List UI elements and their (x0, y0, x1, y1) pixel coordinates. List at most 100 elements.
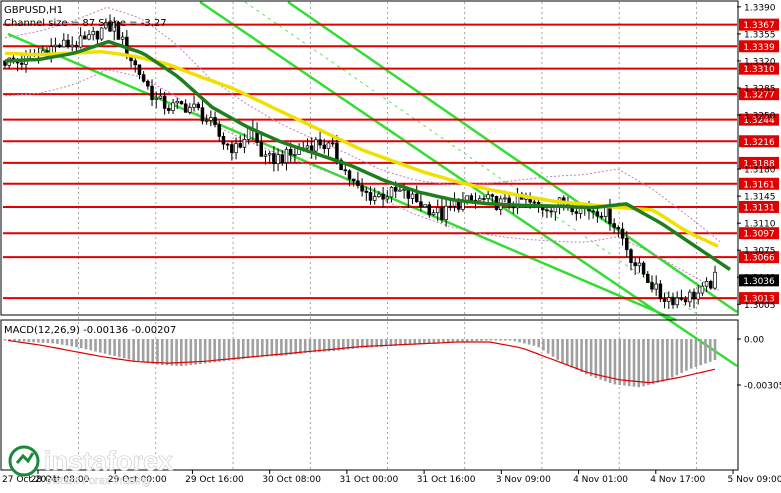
macd-histogram-bar (170, 339, 174, 366)
macd-histogram-bar (37, 339, 40, 343)
macd-histogram-bar (342, 339, 345, 351)
macd-histogram-bar (475, 339, 479, 342)
level-label: 1.3339 (743, 43, 775, 53)
macd-histogram-bar (594, 339, 598, 378)
macd-histogram-bar (165, 339, 169, 366)
macd-histogram-bar (661, 339, 664, 382)
candle-body (196, 103, 201, 109)
macd-histogram-bar (432, 339, 436, 344)
level-label: 1.3277 (743, 91, 775, 101)
macd-histogram-bar (704, 339, 707, 364)
level-label-bg (739, 113, 779, 126)
macd-histogram-bar (508, 339, 512, 341)
macd-histogram-bar (332, 339, 336, 352)
level-label: 1.3188 (743, 159, 775, 169)
macd-histogram-bar (8, 339, 12, 341)
candle-body (293, 154, 297, 156)
macd-histogram-bar (75, 339, 78, 348)
macd-histogram-bar (561, 339, 564, 363)
macd-histogram-bar (666, 339, 669, 380)
channel-lower-line (7, 32, 677, 322)
macd-histogram-bar (403, 339, 407, 346)
macd-histogram-bar (384, 339, 388, 347)
candle-body (20, 62, 24, 65)
macd-histogram-bar (32, 339, 35, 343)
macd-histogram-bar (203, 339, 207, 364)
candle-body (343, 169, 348, 172)
candle-body (650, 282, 654, 290)
candle-body (385, 196, 390, 200)
candle-body (74, 44, 79, 48)
time-tick-label: 4 Nov 17:00 (650, 475, 705, 485)
macd-histogram-bar (651, 339, 655, 384)
current-price-bg (739, 274, 779, 287)
candle-body (150, 85, 154, 100)
candle-body (696, 292, 700, 300)
level-label-bg (739, 135, 779, 148)
macd-histogram-bar (346, 339, 350, 350)
symbol-label: GBPUSD,H1 (4, 5, 63, 16)
macd-histogram-bar (580, 339, 583, 373)
macd-histogram-bar (465, 339, 469, 342)
candle-body (646, 273, 650, 283)
level-label-bg (739, 292, 779, 305)
candle-body (221, 136, 226, 145)
macd-histogram-bar (518, 339, 521, 343)
candle-body (393, 186, 398, 192)
candle-body (713, 271, 717, 289)
candle-body (225, 143, 230, 146)
macd-histogram-bar (94, 339, 97, 352)
candle-body (167, 108, 171, 111)
macd-histogram-bar (389, 339, 393, 347)
candle-body (427, 204, 432, 216)
macd-histogram-bar (22, 339, 26, 342)
candle-body (78, 35, 83, 48)
candle-body (326, 142, 331, 150)
instaforex-logo: instaforex Instant Forex Trading (8, 445, 173, 487)
macd-histogram-bar (713, 339, 717, 361)
macd-histogram-bar (146, 339, 150, 363)
macd-histogram-bar (446, 339, 450, 343)
candle-body (330, 142, 335, 145)
price-tick-label: 1.3110 (744, 220, 776, 230)
macd-histogram-bar (565, 339, 569, 366)
bollinger-bands (4, 6, 721, 292)
candle-body (549, 210, 553, 213)
macd-histogram-bar (413, 339, 417, 345)
macd-histogram-bar (589, 339, 593, 377)
macd-histogram-bar (546, 339, 550, 354)
macd-histogram-bar (41, 339, 45, 343)
candle-body (440, 207, 444, 221)
candle-body (448, 205, 453, 208)
macd-histogram-bar (156, 339, 159, 365)
macd-histogram-bar (65, 339, 69, 346)
candle-body (259, 142, 264, 157)
channel-info-label: Channel size = 87 Slope = -3.27 (4, 18, 167, 29)
macd-histogram-bar (261, 339, 264, 357)
level-label: 1.3161 (743, 180, 775, 190)
candle-body (599, 215, 604, 218)
macd-histogram-bar (79, 339, 83, 349)
macd-histogram-bar (375, 339, 378, 348)
level-label-bg (739, 227, 779, 240)
candle-body (87, 34, 91, 40)
candle-body (356, 180, 360, 186)
macd-histogram-bar (689, 339, 693, 369)
candle-body (633, 262, 637, 267)
candle-body (62, 39, 66, 48)
candle-body (95, 31, 100, 40)
macd-histogram-bar (227, 339, 231, 361)
candle-body (339, 159, 343, 171)
macd-histogram-bar (489, 339, 493, 341)
macd-histogram-bar (542, 339, 545, 351)
candle-body (158, 95, 163, 99)
macd-histogram-bar (442, 339, 445, 344)
candle-body (280, 154, 285, 163)
time-tick-label: 31 Oct 00:00 (340, 475, 399, 485)
macd-indicator (3, 339, 717, 388)
candle-body (238, 143, 243, 148)
bollinger-upper (4, 6, 721, 242)
macd-histogram-bar (218, 339, 221, 362)
